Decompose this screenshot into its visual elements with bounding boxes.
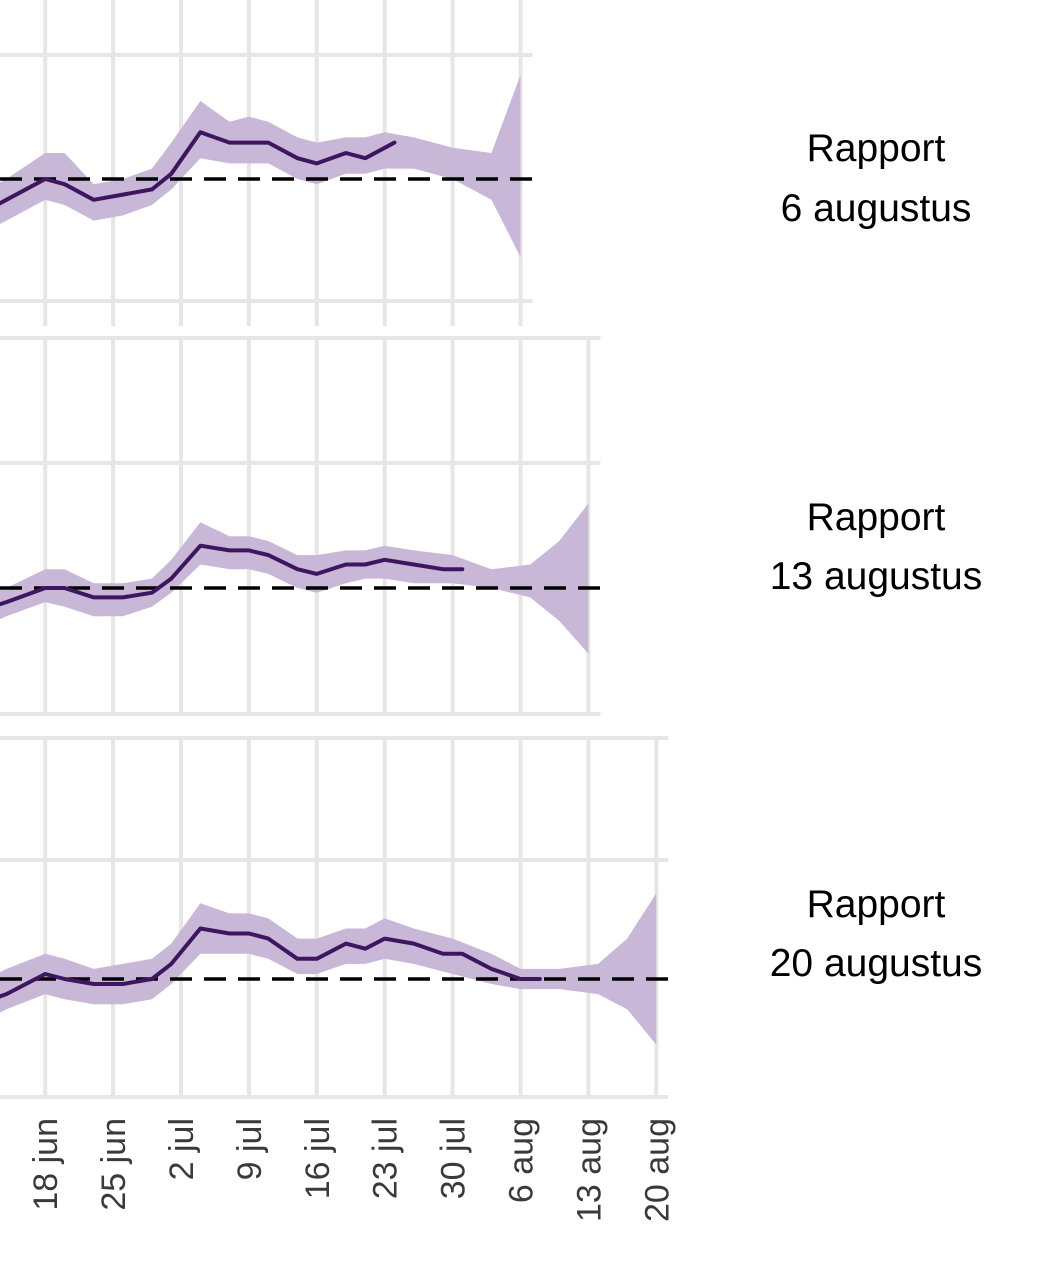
x-axis-tick-labels: 18 jun 25 jun 2 jul 9 jul 16 jul 23 jul 30 jul… bbox=[27, 1118, 676, 1222]
panel-2: Rapport 13 augustus bbox=[0, 336, 983, 716]
panel-label-line: 13 augustus bbox=[770, 555, 983, 598]
confidence-band bbox=[0, 893, 657, 1045]
x-tick-label: 6 aug bbox=[503, 1118, 541, 1203]
panel-label-line: Rapport bbox=[807, 496, 946, 539]
gridlines bbox=[0, 336, 601, 716]
confidence-band bbox=[0, 503, 589, 654]
panel-label-line: 6 augustus bbox=[781, 187, 972, 230]
panel-1: Rapport 6 augustus bbox=[0, 0, 971, 326]
x-tick-label: 9 jul bbox=[231, 1118, 269, 1180]
panel-label: Rapport 13 augustus bbox=[770, 496, 983, 598]
gridlines bbox=[0, 736, 669, 1099]
x-tick-label: 13 aug bbox=[570, 1118, 608, 1222]
panel-label-line: Rapport bbox=[807, 127, 946, 170]
panel-label: Rapport 20 augustus bbox=[770, 883, 983, 985]
x-tick-label: 16 jul bbox=[299, 1118, 337, 1199]
confidence-band bbox=[0, 75, 521, 257]
x-tick-label: 20 aug bbox=[638, 1118, 676, 1222]
estimate-line bbox=[0, 926, 542, 999]
x-tick-label: 23 jul bbox=[367, 1118, 405, 1199]
estimate-line bbox=[0, 543, 465, 607]
x-tick-label: 25 jun bbox=[95, 1118, 133, 1211]
panel-label-line: 20 augustus bbox=[770, 942, 983, 985]
panel-3: Rapport 20 augustus bbox=[0, 736, 983, 1099]
estimate-line bbox=[0, 130, 397, 206]
x-tick-label: 2 jul bbox=[163, 1118, 201, 1180]
panel-label-line: Rapport bbox=[807, 883, 946, 926]
x-tick-label: 30 jul bbox=[435, 1118, 473, 1199]
panel-label: Rapport 6 augustus bbox=[781, 127, 972, 230]
x-tick-label: 18 jun bbox=[27, 1118, 65, 1211]
